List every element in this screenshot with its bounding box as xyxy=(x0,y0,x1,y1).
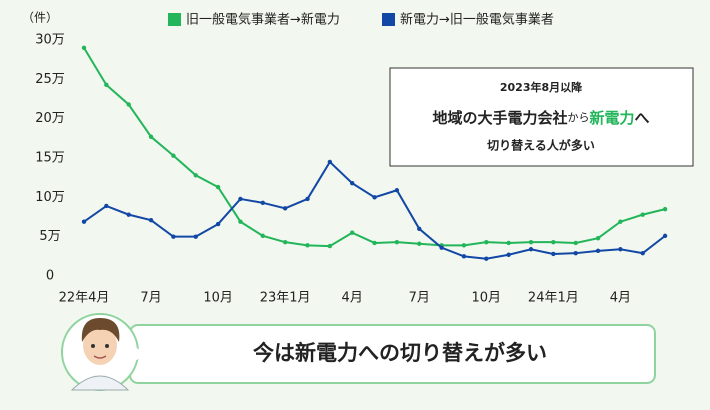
data-point xyxy=(350,180,355,186)
data-point xyxy=(260,233,265,239)
data-point xyxy=(662,206,668,212)
data-point xyxy=(282,206,288,211)
plot-area: 0 5万 10万 15万 20万 25万 30万 22年4月 7月 10月 23年1月 4月 7月 10月… xyxy=(35,33,668,306)
data-point xyxy=(171,153,176,158)
y-unit-label: （件） xyxy=(22,11,58,25)
y-tick-label: 20万 xyxy=(35,111,65,126)
data-point xyxy=(506,252,511,257)
x-tick-label: 10月 xyxy=(472,291,502,306)
data-point xyxy=(193,173,198,178)
legend-label: 旧一般電気事業者→新電力 xyxy=(186,12,340,28)
data-point xyxy=(595,248,601,254)
y-tick-label: 30万 xyxy=(35,33,65,48)
data-point xyxy=(618,219,623,224)
data-point xyxy=(327,159,333,165)
data-point xyxy=(327,243,333,249)
data-point xyxy=(238,219,243,224)
x-tick-label: 23年1月 xyxy=(260,291,311,306)
data-point xyxy=(551,239,556,245)
data-point xyxy=(506,240,511,246)
annotation-part: から xyxy=(567,111,589,124)
avatar xyxy=(61,313,139,391)
data-point xyxy=(81,45,87,51)
data-point xyxy=(461,254,467,259)
y-tick-label: 0 xyxy=(46,269,54,284)
annotation-line: 地域の大手電力会社から新電力へ xyxy=(432,109,649,127)
x-tick-label: 7月 xyxy=(140,291,161,306)
data-point xyxy=(595,236,601,241)
annotation-box xyxy=(389,67,694,167)
y-tick-label: 5万 xyxy=(39,229,60,244)
y-tick-label: 10万 xyxy=(35,190,65,205)
data-point xyxy=(260,200,265,206)
data-point xyxy=(104,203,109,209)
data-point xyxy=(417,226,422,231)
x-tick-label: 10月 xyxy=(203,291,233,306)
x-tick-label: 4月 xyxy=(610,291,631,306)
legend-swatch xyxy=(382,13,395,26)
data-point xyxy=(282,239,288,245)
data-point xyxy=(551,251,556,257)
data-point xyxy=(372,240,377,246)
data-point xyxy=(662,233,668,239)
data-point xyxy=(640,250,645,256)
data-point xyxy=(461,243,467,248)
callout-text: 今は新電力への切り替えが多い xyxy=(253,341,547,365)
data-point xyxy=(238,196,243,202)
data-point xyxy=(484,239,489,245)
callout-pointer xyxy=(132,345,146,363)
data-point xyxy=(394,188,400,193)
data-point xyxy=(81,219,87,224)
legend: 旧一般電気事業者→新電力 新電力→旧一般電気事業者 xyxy=(168,12,554,28)
data-point xyxy=(305,243,310,248)
data-point xyxy=(573,250,578,256)
data-point xyxy=(350,230,355,235)
annotation-part: へ xyxy=(635,109,650,127)
data-point xyxy=(305,196,310,202)
data-point xyxy=(439,245,444,250)
data-point xyxy=(394,239,400,245)
y-tick-label: 25万 xyxy=(35,72,65,87)
data-point xyxy=(193,234,198,239)
data-point xyxy=(126,102,131,107)
data-point xyxy=(372,195,377,200)
y-tick-label: 15万 xyxy=(35,151,65,166)
legend-swatch xyxy=(168,13,181,26)
x-tick-label: 4月 xyxy=(342,291,363,306)
annotation-part: 地域の大手電力会社 xyxy=(432,109,567,127)
data-point xyxy=(104,82,109,88)
data-point xyxy=(417,241,422,246)
data-point xyxy=(640,212,645,217)
data-point xyxy=(528,239,534,245)
x-tick-label: 24年1月 xyxy=(528,291,579,306)
annotation-part: 新電力 xyxy=(589,109,634,127)
data-point xyxy=(573,240,578,246)
annotation-date: 2023年8月以降 xyxy=(500,80,583,94)
data-point xyxy=(148,134,154,139)
data-point xyxy=(618,247,623,252)
data-point xyxy=(215,184,221,190)
x-tick-label: 7月 xyxy=(409,291,430,306)
data-point xyxy=(148,217,154,223)
annotation-line: 切り替える人が多い xyxy=(487,138,595,153)
data-point xyxy=(528,247,534,252)
data-point xyxy=(215,221,221,227)
legend-label: 新電力→旧一般電気事業者 xyxy=(400,12,554,28)
data-point xyxy=(126,212,131,217)
data-point xyxy=(171,234,176,239)
x-tick-label: 22年4月 xyxy=(59,291,110,306)
data-point xyxy=(484,256,489,261)
